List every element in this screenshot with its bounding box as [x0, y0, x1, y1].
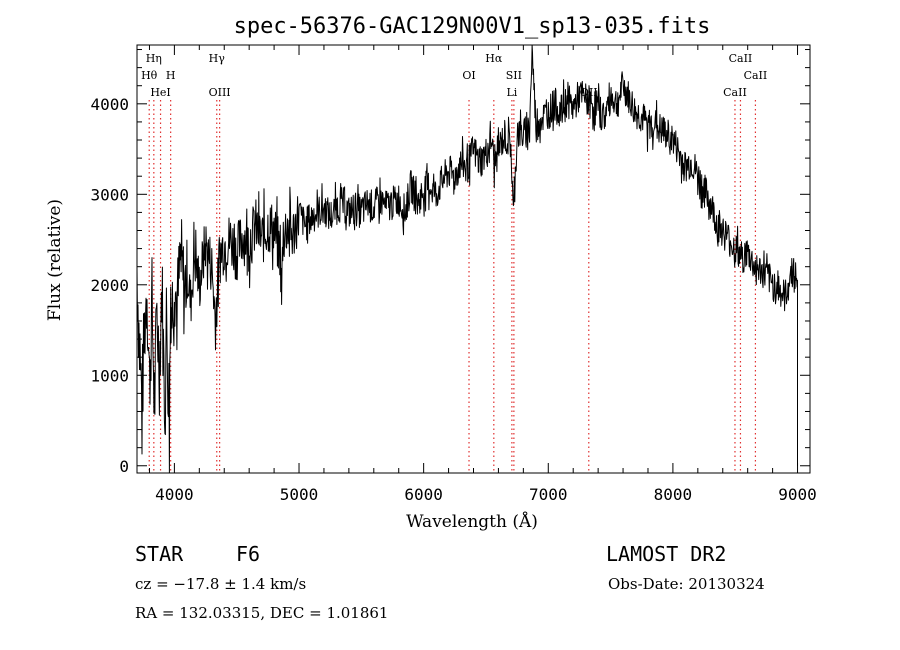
- x-tick-label: 7000: [529, 485, 568, 504]
- object-subclass: F6: [236, 542, 261, 566]
- line-label: Li: [506, 86, 517, 99]
- chart-title: spec-56376-GAC129N00V1_sp13-035.fits: [234, 14, 711, 39]
- x-tick-label: 8000: [654, 485, 693, 504]
- line-label: HeI: [150, 86, 170, 99]
- x-tick-label: 5000: [280, 485, 319, 504]
- survey-name: LAMOST DR2: [606, 542, 727, 566]
- line-label: Hθ: [141, 69, 158, 82]
- coordinates: RA = 132.03315, DEC = 1.01861: [135, 604, 389, 622]
- line-label: Hα: [485, 52, 503, 65]
- line-label: CaII: [723, 86, 747, 99]
- y-tick-label: 1000: [90, 366, 129, 385]
- line-label: OIII: [209, 86, 231, 99]
- x-tick-label: 9000: [778, 485, 817, 504]
- line-label: Hγ: [209, 52, 226, 65]
- line-label: CaII: [744, 69, 768, 82]
- x-tick-label: 6000: [404, 485, 443, 504]
- object-class: STAR: [135, 542, 184, 566]
- line-label: SII: [506, 69, 522, 82]
- y-tick-label: 0: [119, 457, 129, 476]
- spectrum-series: [136, 44, 798, 474]
- y-tick-label: 4000: [90, 95, 129, 114]
- redshift-velocity: cz = −17.8 ± 1.4 km/s: [135, 575, 307, 593]
- spectrum-line: [136, 44, 798, 474]
- axes: 4000 5000 6000 7000 8000 9000 0 1000 2000 3000 400…: [90, 45, 817, 504]
- x-tick-label: 4000: [155, 485, 194, 504]
- x-axis-label: Wavelength (Å): [406, 511, 538, 532]
- y-tick-label: 2000: [90, 276, 129, 295]
- y-tick-label: 3000: [90, 185, 129, 204]
- line-label: CaII: [729, 52, 753, 65]
- observation-date: Obs-Date: 20130324: [608, 575, 765, 593]
- line-label: H: [166, 69, 176, 82]
- line-label: OI: [462, 69, 475, 82]
- line-label: Hη: [146, 52, 162, 65]
- y-axis-label: Flux (relative): [45, 199, 65, 321]
